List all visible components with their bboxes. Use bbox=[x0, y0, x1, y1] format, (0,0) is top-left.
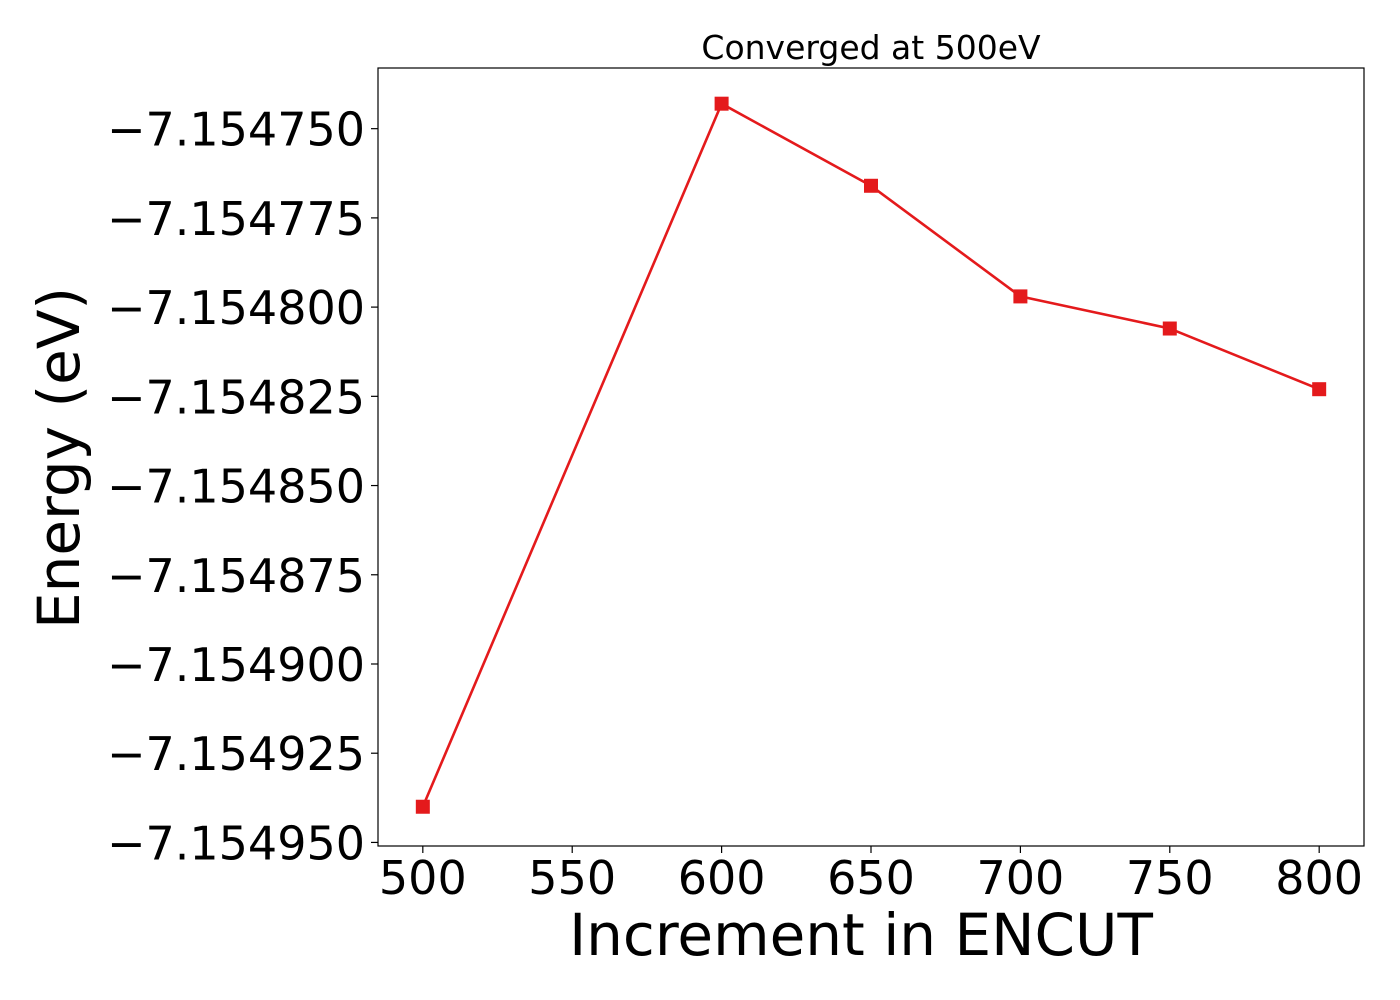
y-tick-label: −7.154950 bbox=[107, 816, 365, 870]
x-tick-label: 700 bbox=[976, 851, 1064, 905]
series-layer bbox=[415, 96, 1327, 814]
data-point-marker bbox=[415, 799, 430, 814]
data-point-marker bbox=[1162, 321, 1177, 336]
x-tick-label: 600 bbox=[678, 851, 766, 905]
chart-title: Converged at 500eV bbox=[701, 28, 1041, 67]
x-axis: 500 550 600 650 700 750 800 bbox=[379, 846, 1363, 905]
series-line bbox=[421, 102, 1320, 808]
data-point-marker bbox=[864, 178, 878, 193]
y-tick-label: −7.154775 bbox=[107, 192, 365, 246]
x-tick-label: 650 bbox=[827, 851, 915, 905]
x-tick-label: 800 bbox=[1275, 851, 1363, 905]
y-tick-label: −7.154875 bbox=[107, 549, 365, 603]
y-tick-label: −7.154925 bbox=[107, 727, 365, 781]
x-tick-label: 750 bbox=[1126, 851, 1214, 905]
plot-area bbox=[377, 67, 1365, 847]
data-point-marker bbox=[714, 96, 729, 111]
x-axis-label: Increment in ENCUT bbox=[569, 901, 1153, 969]
y-tick-label: −7.154750 bbox=[107, 103, 365, 157]
x-tick-label: 500 bbox=[379, 851, 467, 905]
x-tick-label: 550 bbox=[528, 851, 616, 905]
y-tick-label: −7.154850 bbox=[107, 460, 365, 514]
y-tick-label: −7.154900 bbox=[107, 638, 365, 692]
y-axis: −7.154750 −7.154775 −7.154800 −7.154825 −7.1… bbox=[107, 103, 378, 870]
data-point-marker bbox=[1013, 289, 1028, 304]
data-point-marker bbox=[1312, 382, 1327, 397]
y-tick-label: −7.154800 bbox=[107, 281, 365, 335]
y-tick-label: −7.154825 bbox=[107, 370, 365, 424]
y-axis-label: Energy (eV) bbox=[25, 287, 93, 629]
